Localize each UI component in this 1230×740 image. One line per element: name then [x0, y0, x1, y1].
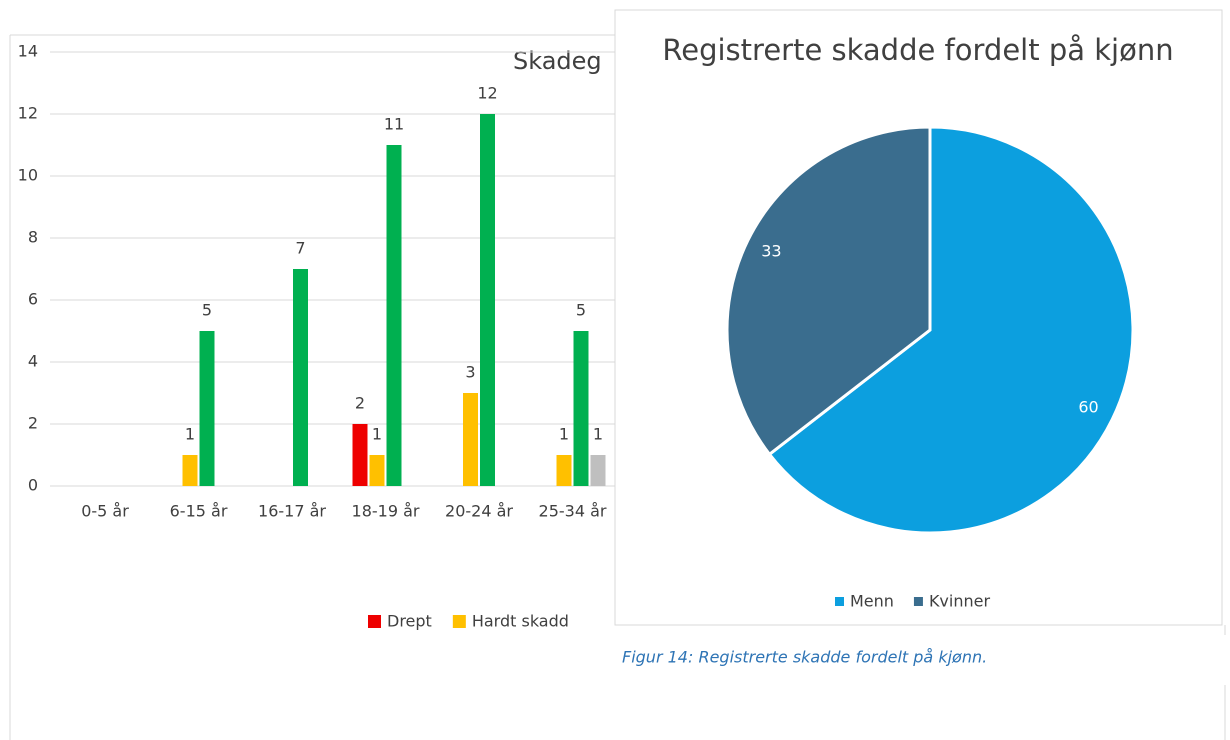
- legend-label: Menn: [850, 592, 894, 611]
- y-tick-label: 10: [18, 166, 38, 185]
- legend-label: Hardt skadd: [472, 612, 569, 631]
- legend-swatch: [368, 615, 381, 628]
- y-tick-label: 6: [28, 290, 38, 309]
- bar: [463, 393, 478, 486]
- data-label: 5: [202, 301, 212, 320]
- bar: [182, 455, 198, 486]
- pie-slice: [725, 125, 932, 457]
- data-label: 60: [1078, 397, 1098, 416]
- y-tick-label: 2: [28, 414, 38, 433]
- data-label: 1: [559, 425, 569, 444]
- bar: [386, 145, 402, 486]
- data-label: 2: [355, 394, 365, 413]
- x-tick-label: 0-5 år: [81, 502, 129, 521]
- y-tick-label: 0: [28, 476, 38, 495]
- data-label: 7: [295, 239, 305, 258]
- legend-label: Drept: [387, 612, 432, 631]
- bar: [369, 455, 385, 486]
- pie-slice: [767, 125, 1135, 535]
- bar: [590, 455, 606, 486]
- caption: Figur 14: Registrerte skadde fordelt på …: [622, 648, 987, 667]
- x-tick-label: 20-24 år: [445, 502, 513, 521]
- data-label: 3: [465, 363, 475, 382]
- data-label: 12: [477, 84, 497, 103]
- y-tick-label: 12: [18, 104, 38, 123]
- x-tick-label: 18-19 år: [352, 502, 420, 521]
- y-tick-label: 4: [28, 352, 38, 371]
- y-tick-label: 8: [28, 228, 38, 247]
- data-label: 33: [761, 242, 781, 261]
- data-label: 1: [185, 425, 195, 444]
- pie-chart: Registrerte skadde fordelt på kjønn 60 33 M…: [614, 9, 1223, 626]
- bar: [199, 331, 215, 486]
- bar: [556, 455, 572, 486]
- bar: [480, 114, 495, 486]
- x-tick-label: 25-34 år: [539, 502, 607, 521]
- legend-swatch: [835, 597, 844, 606]
- bar: [573, 331, 589, 486]
- bar: [293, 269, 308, 486]
- x-tick-label: 6-15 år: [170, 502, 228, 521]
- x-tick-label: 16-17 år: [258, 502, 326, 521]
- data-label: 1: [372, 425, 382, 444]
- legend-swatch: [913, 597, 923, 606]
- chart-title: Registrerte skadde fordelt på kjønn: [662, 33, 1173, 67]
- data-label: 5: [576, 301, 586, 320]
- data-label: 1: [593, 425, 603, 444]
- data-label: 11: [384, 115, 404, 134]
- legend-swatch: [452, 615, 466, 628]
- legend-label: Kvinner: [929, 592, 991, 611]
- y-tick-label: 14: [18, 42, 38, 61]
- bar: [352, 424, 368, 486]
- chart-title: Skadeg: [513, 47, 602, 75]
